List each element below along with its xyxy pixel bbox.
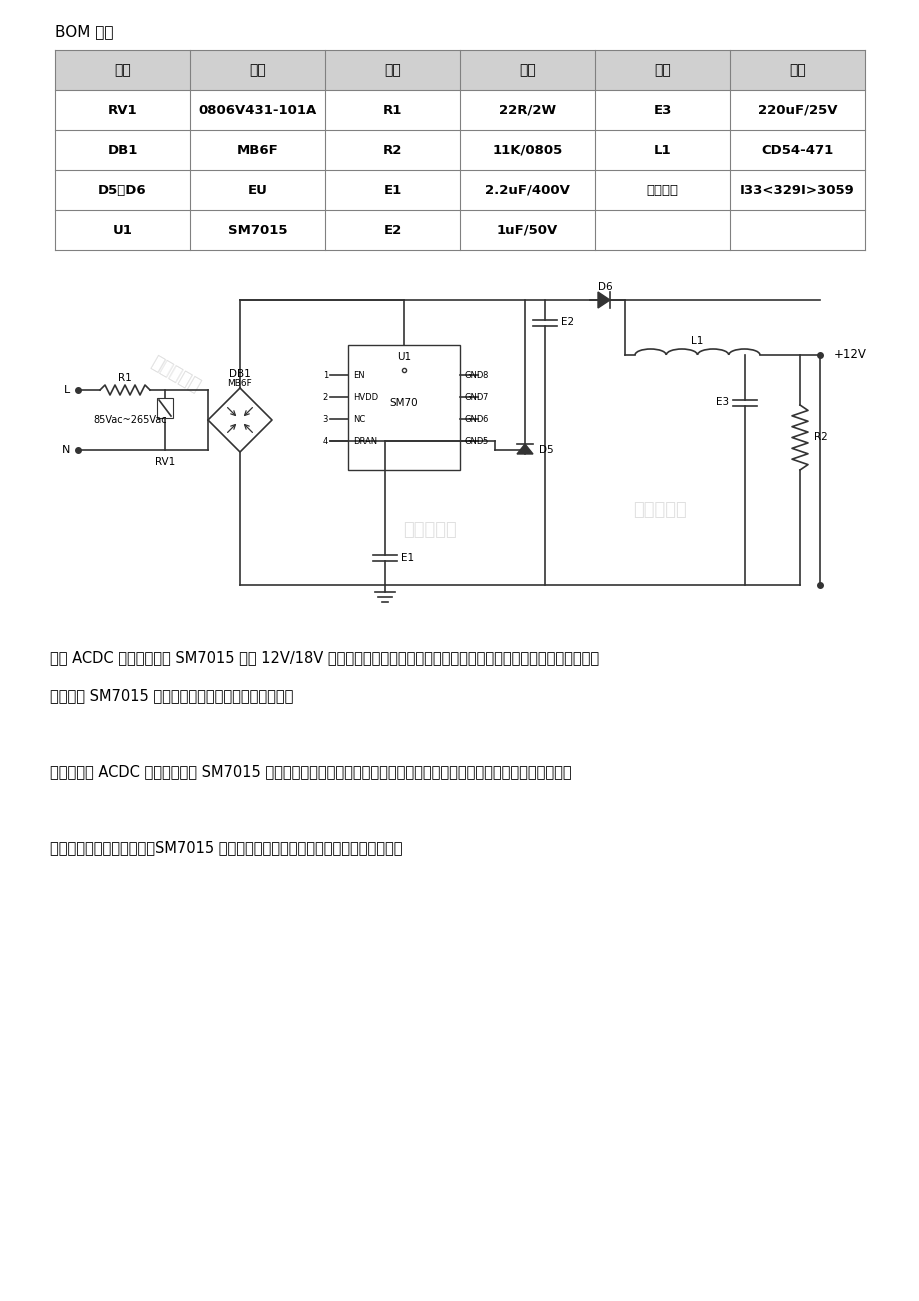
Text: SM70: SM70 [390,398,418,407]
Text: EN: EN [353,371,364,380]
Text: 即使在恶劣的工作环境下，SM7015 也能够有效地保护系统，确保设备的安全运行。: 即使在恶劣的工作环境下，SM7015 也能够有效地保护系统，确保设备的安全运行。 [50,840,403,855]
Text: NC: NC [353,415,365,424]
Text: 11K/0805: 11K/0805 [492,143,562,156]
Text: MB6F: MB6F [227,380,252,389]
Text: 1uF/50V: 1uF/50V [496,224,558,237]
Polygon shape [597,291,609,308]
Text: 国产 ACDC 开关电源芯片 SM7015 支持 12V/18V 输出电压，适用于多种供电电源领域。无论是工业设备还是家用电器，: 国产 ACDC 开关电源芯片 SM7015 支持 12V/18V 输出电压，适用… [50,650,598,665]
Text: CD54-471: CD54-471 [761,143,833,156]
Text: MB6F: MB6F [236,143,278,156]
Text: L1: L1 [653,143,671,156]
Text: U1: U1 [396,353,411,362]
Text: 钰铭科电子: 钰铭科电子 [403,520,457,539]
Text: 参数: 参数 [789,62,805,77]
Text: R1: R1 [382,104,402,117]
Text: 位号: 位号 [653,62,670,77]
Text: R2: R2 [382,143,402,156]
Bar [55,209,864,250]
Text: 参数: 参数 [518,62,535,77]
Text: DB1: DB1 [229,369,251,379]
Text: E3: E3 [652,104,671,117]
Bar [55,170,864,209]
Text: 3: 3 [323,415,328,424]
Text: 1: 1 [323,371,328,380]
Text: 2: 2 [323,393,328,402]
Bar [347,345,460,470]
Text: RV1: RV1 [108,104,137,117]
Text: 220uF/25V: 220uF/25V [757,104,836,117]
Text: 都可以从 SM7015 的高性能和稳定可靠的工作中受益。: 都可以从 SM7015 的高性能和稳定可靠的工作中受益。 [50,688,293,703]
Text: L1: L1 [690,336,703,346]
Text: U1: U1 [112,224,132,237]
Text: 位号: 位号 [384,62,401,77]
Text: E2: E2 [561,317,573,327]
Text: 7: 7 [482,393,487,402]
Text: 22R/2W: 22R/2W [498,104,555,117]
Text: 5: 5 [482,437,487,445]
Text: 0806V431-101A: 0806V431-101A [199,104,316,117]
Text: 位号: 位号 [114,62,130,77]
Text: RV1: RV1 [154,457,175,467]
Text: L: L [63,385,70,396]
Text: DRAN: DRAN [353,437,377,445]
Text: D6: D6 [597,282,612,291]
Text: GND: GND [464,415,483,424]
Text: BOM 清单: BOM 清单 [55,25,113,39]
Text: EU: EU [247,183,267,196]
Bar [55,49,864,90]
Text: 参数: 参数 [249,62,266,77]
Text: GND: GND [464,437,483,445]
Text: 钰铭科电子: 钰铭科电子 [147,354,202,397]
Text: N: N [62,445,70,455]
Bar [157,398,173,418]
Text: GND: GND [464,371,483,380]
Text: SM7015: SM7015 [228,224,287,237]
Text: I33<329I>3059: I33<329I>3059 [739,183,854,196]
Text: 钰铭科电子: 钰铭科电子 [632,501,686,519]
Text: D5、D6: D5、D6 [98,183,147,196]
Text: 6: 6 [482,415,487,424]
Text: 4: 4 [323,437,328,445]
Text: 2.2uF/400V: 2.2uF/400V [484,183,569,196]
Text: E3: E3 [715,397,728,407]
Bar [55,130,864,170]
Polygon shape [516,444,532,454]
Text: GND: GND [464,393,483,402]
Text: E1: E1 [383,183,402,196]
Text: +12V: +12V [834,349,866,362]
Text: 85Vac~265Vac: 85Vac~265Vac [93,415,166,425]
Text: HVDD: HVDD [353,393,378,402]
Text: R2: R2 [813,432,827,442]
Text: 技术支持: 技术支持 [646,183,678,196]
Text: E2: E2 [383,224,402,237]
Text: E1: E1 [401,553,414,563]
Bar [55,90,864,130]
Text: R1: R1 [118,373,131,382]
Text: D5: D5 [539,445,553,455]
Text: DB1: DB1 [108,143,138,156]
Text: 此外，国产 ACDC 开关电源芯片 SM7015 具有完善的保护功能，包括过温、过流、过压、欠压等，保证了系统的可靠性。: 此外，国产 ACDC 开关电源芯片 SM7015 具有完善的保护功能，包括过温、… [50,764,571,779]
Text: 8: 8 [482,371,487,380]
